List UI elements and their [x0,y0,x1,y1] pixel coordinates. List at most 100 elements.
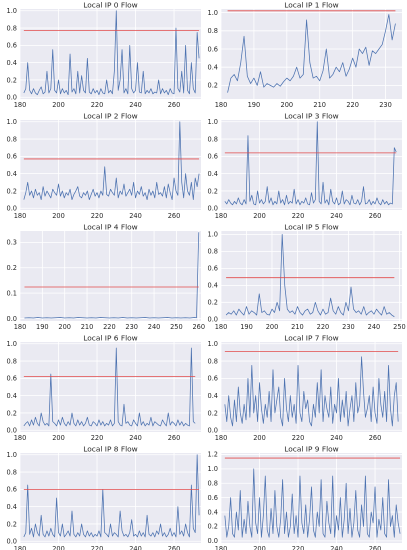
y-tick-label: 0.0 [7,94,18,102]
x-tick-label: 240 [330,212,343,220]
chart-title: Local IP 0 Flow [83,1,137,10]
y-tick-label: 0.1 [7,289,18,297]
x-tick-label: 260 [168,545,181,550]
x-tick-label: 200 [253,434,266,442]
x-tick-label: 260 [369,212,382,220]
x-tick-label: 190 [240,323,253,331]
x-tick-label: 260 [168,212,181,220]
y-tick-label: 0.4 [7,503,18,511]
plot-area [20,231,201,321]
x-tick-label: 230 [125,323,138,331]
chart-title: Local IP 9 Flow [284,445,338,454]
x-tick-label: 220 [292,434,305,442]
flow-series-line [224,356,399,427]
y-tick-label: 0.2 [7,520,18,528]
x-tick-label: 220 [91,101,104,109]
x-tick-label: 180 [14,323,27,331]
chart-panel-1: Local IP 1 Flow 180 190 200 210 220 230 0.2 0.4 0… [208,1,402,109]
x-tick-label: 220 [91,212,104,220]
flow-series-line [23,10,200,96]
x-tick-label: 260 [192,323,205,331]
x-tick-label: 190 [36,323,49,331]
x-tick-label: 180 [215,434,228,442]
flow-series-line [24,232,200,319]
x-tick-label: 220 [292,545,305,550]
y-tick-label: 0.0 [7,427,18,435]
x-tick-label: 260 [168,434,181,442]
y-tick-label: 1.2 [208,451,219,459]
chart-panel-0: Local IP 0 Flow 180 200 220 240 260 0.0 0.2 0.4 0… [7,1,201,109]
y-tick-label: 0.4 [208,63,219,71]
chart-panel-4: Local IP 4 Flow 180 190 200 210 220 230 240 250 2… [7,223,206,332]
y-tick-label: 0.3 [7,239,18,247]
x-tick-label: 180 [215,545,228,550]
y-tick-label: 0.2 [208,409,219,417]
y-tick-label: 0.2 [208,523,219,531]
y-tick-label: 0.2 [7,76,18,84]
y-tick-label: 0.0 [7,205,18,213]
x-tick-label: 200 [52,434,65,442]
y-tick-label: 0.4 [208,282,219,290]
chart-title: Local IP 6 Flow [83,334,137,343]
x-tick-label: 250 [170,323,183,331]
y-tick-label: 0.8 [208,480,219,488]
chart-title: Local IP 7 Flow [284,334,338,343]
x-tick-label: 180 [14,212,27,220]
flow-series-line [23,121,200,200]
x-tick-label: 180 [14,101,27,109]
x-tick-label: 200 [58,323,71,331]
y-tick-label: 0.2 [208,299,219,307]
y-tick-label: 0.2 [208,82,219,90]
chart-title: Local IP 2 Flow [83,112,137,121]
x-tick-label: 180 [215,101,228,109]
x-tick-label: 230 [379,101,392,109]
x-tick-label: 240 [330,545,343,550]
y-tick-label: 0.2 [7,409,18,417]
y-tick-label: 0.8 [208,135,219,143]
y-tick-label: 0.4 [208,170,219,178]
chart-title: Local IP 3 Flow [284,112,338,121]
x-tick-label: 200 [52,545,65,550]
y-tick-label: 0.6 [208,494,219,502]
y-tick-label: 0.8 [208,27,219,35]
flow-series-line [227,14,396,93]
chart-panel-3: Local IP 3 Flow 180 200 220 240 260 0.0 0.2 0.4 0… [208,112,402,220]
y-tick-label: 0.4 [7,392,18,400]
flow-series-line [224,468,401,538]
x-tick-label: 240 [129,545,142,550]
x-tick-label: 180 [14,434,27,442]
y-tick-label: 0.8 [7,135,18,143]
y-tick-label: 0.8 [208,248,219,256]
y-tick-label: 1.0 [208,340,219,348]
y-tick-label: 0.6 [7,42,18,50]
x-tick-label: 260 [369,545,382,550]
x-tick-label: 240 [368,323,381,331]
x-tick-label: 220 [103,323,116,331]
x-tick-label: 180 [215,212,228,220]
y-tick-label: 1.0 [7,340,18,348]
chart-panel-8: Local IP 8 Flow 180 200 220 240 260 0.0 0.2 0.4 0… [7,445,201,550]
x-tick-label: 220 [91,545,104,550]
y-tick-label: 1.0 [7,118,18,126]
plot-area [20,453,201,543]
y-tick-label: 0.8 [7,24,18,32]
y-tick-label: 0.2 [208,187,219,195]
y-tick-label: 0.6 [208,153,219,161]
x-tick-label: 220 [346,101,359,109]
x-tick-label: 230 [342,323,355,331]
y-tick-label: 0.8 [7,357,18,365]
x-tick-label: 190 [248,101,261,109]
chart-title: Local IP 4 Flow [83,223,137,232]
x-tick-label: 180 [215,323,228,331]
x-tick-label: 220 [292,212,305,220]
y-tick-label: 0.6 [7,375,18,383]
chart-panel-6: Local IP 6 Flow 180 200 220 240 260 0.0 0.2 0.4 0… [7,334,201,442]
y-tick-label: 0.6 [7,153,18,161]
chart-panel-5: Local IP 5 Flow 180 190 200 210 220 230 240 250 0… [208,223,406,332]
y-tick-label: 0.0 [208,205,219,213]
y-tick-label: 0.4 [208,508,219,516]
y-tick-label: 0.6 [208,45,219,53]
chart-title: Local IP 8 Flow [83,445,137,454]
x-tick-label: 240 [129,434,142,442]
